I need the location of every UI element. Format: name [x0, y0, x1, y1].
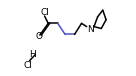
Text: H: H	[29, 50, 35, 59]
Text: Cl: Cl	[40, 8, 49, 17]
Text: Cl: Cl	[23, 61, 32, 70]
Text: O: O	[36, 32, 43, 41]
Text: N: N	[87, 25, 94, 34]
